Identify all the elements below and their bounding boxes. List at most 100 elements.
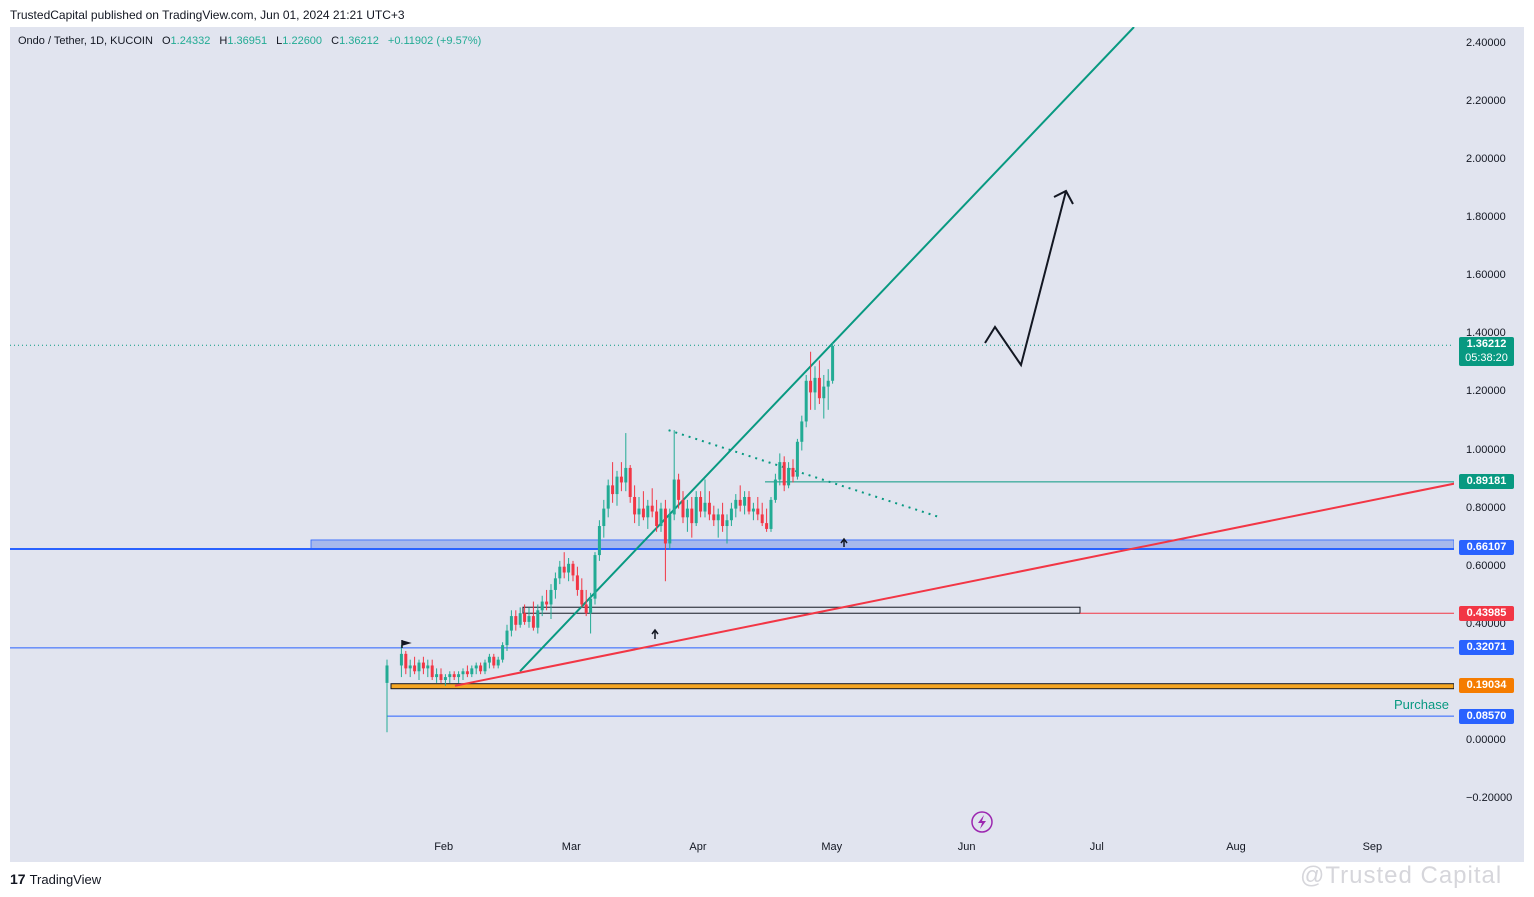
candle-body — [773, 479, 777, 500]
support-zone-tag: 0.66107 — [1459, 540, 1514, 555]
support-low-tag: 0.32071 — [1459, 640, 1514, 655]
y-tick-label: 0.80000 — [1466, 501, 1506, 514]
candle-body — [615, 476, 619, 495]
trendline-red-support-trend — [454, 482, 1454, 687]
legend-high: 1.36951 — [227, 35, 268, 47]
candle-body — [831, 345, 835, 381]
legend-symbol: Ondo / Tether, 1D, KUCOIN — [18, 35, 153, 47]
candle-body — [681, 499, 685, 518]
x-tick-label: Jul — [1089, 841, 1104, 853]
y-tick-label: 2.20000 — [1466, 94, 1506, 107]
x-tick-label: Apr — [689, 841, 707, 853]
candle-body — [624, 467, 628, 483]
candle-body — [553, 578, 557, 590]
candle-body — [584, 604, 588, 614]
candle-body — [531, 616, 535, 628]
candle-body — [765, 523, 769, 529]
y-tick-label: 1.20000 — [1466, 385, 1506, 398]
candle-body — [769, 499, 773, 529]
chart-area[interactable] — [10, 27, 1454, 862]
candle-body — [509, 616, 513, 631]
candle-body — [782, 462, 786, 486]
x-tick-label: Feb — [434, 841, 454, 853]
projection-path — [984, 190, 1067, 368]
candle-body — [685, 508, 689, 518]
candle-body — [575, 575, 579, 590]
candle-body — [501, 645, 505, 660]
candle-body — [439, 674, 443, 680]
purchase-label: Purchase — [1394, 697, 1449, 712]
candle-body — [426, 665, 430, 669]
candle-body — [470, 668, 474, 675]
candle-body — [800, 421, 804, 442]
event-circle-icon — [971, 811, 993, 833]
support-zone-rect — [310, 539, 1454, 550]
chart-legend: Ondo / Tether, 1D, KUCOIN O1.24332 H1.36… — [18, 35, 481, 47]
candle-body — [611, 485, 615, 495]
candle-body — [795, 441, 799, 477]
candle-body — [562, 566, 566, 573]
candle-body — [536, 610, 540, 628]
watermark: @Trusted Capital — [1300, 862, 1503, 889]
candle-body — [712, 514, 716, 521]
candle-body — [523, 613, 527, 622]
legend-low-label: L — [276, 35, 283, 47]
legend-low: 1.22600 — [282, 35, 323, 47]
candle-body — [408, 665, 412, 669]
candle-body — [448, 674, 452, 678]
y-tick-label: 2.00000 — [1466, 153, 1506, 165]
y-tick-label: 1.80000 — [1466, 211, 1506, 224]
candle-body — [655, 511, 659, 527]
candle-body — [791, 467, 795, 477]
candle-body — [751, 508, 755, 512]
published-line: TrustedCapital published on TradingView.… — [10, 8, 405, 22]
y-tick-label: 1.60000 — [1466, 269, 1506, 282]
candle-body — [628, 467, 632, 497]
candle-body — [487, 656, 491, 663]
candle-body — [457, 674, 461, 678]
candle-body — [496, 659, 500, 666]
candle-body — [804, 380, 808, 422]
base-level-tag: 0.19034 — [1459, 678, 1514, 693]
tradingview-text: TradingView — [29, 872, 102, 887]
candle-body — [505, 630, 509, 646]
candle-body — [385, 665, 389, 683]
candle-body — [549, 589, 553, 605]
candle-body — [699, 496, 703, 512]
candle-body — [518, 613, 522, 625]
y-tick-label: 1.40000 — [1466, 327, 1506, 340]
candle-body — [738, 499, 742, 506]
candle-body — [729, 508, 733, 521]
candle-body — [809, 380, 813, 393]
legend-close: 1.36212 — [339, 35, 379, 47]
candle-body — [567, 563, 571, 573]
candle-body — [646, 505, 650, 518]
box-level-tag: 0.43985 — [1459, 606, 1514, 621]
candle-body — [747, 496, 751, 512]
box-level-rect — [522, 606, 1081, 614]
up-arrow-icon — [840, 537, 848, 547]
candle-body — [826, 380, 830, 387]
candle-body — [571, 563, 575, 576]
candle-body — [707, 502, 711, 515]
candle-body — [725, 520, 729, 527]
candle-body — [540, 601, 544, 611]
x-tick-label: Sep — [1362, 841, 1383, 853]
purchase-level-tag: 0.08570 — [1459, 709, 1514, 724]
flag-icon — [401, 640, 412, 648]
candle-body — [474, 665, 478, 669]
candle-body — [743, 496, 747, 506]
y-tick-label: 0.60000 — [1466, 559, 1506, 572]
candle-body — [465, 671, 469, 675]
candle-body — [659, 508, 663, 527]
candle-body — [602, 508, 606, 527]
legend-close-label: C — [331, 35, 340, 47]
candle-body — [663, 508, 667, 544]
legend-change: +0.11902 (+9.57%) — [387, 35, 482, 47]
candle-body — [817, 377, 821, 399]
countdown-value: 05:38:20 — [1465, 352, 1508, 364]
y-tick-label: −0.20000 — [1466, 792, 1513, 805]
tradingview-logo[interactable]: 17 TradingView — [10, 871, 101, 887]
candle-body — [734, 499, 738, 509]
